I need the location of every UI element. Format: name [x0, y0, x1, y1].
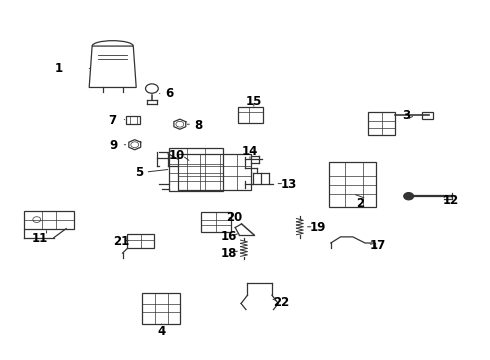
Text: 20: 20: [226, 211, 243, 224]
Bar: [126, 116, 140, 124]
Text: 19: 19: [309, 221, 326, 234]
Text: 4: 4: [158, 325, 166, 338]
Bar: [24, 211, 74, 229]
Text: 13: 13: [281, 178, 297, 191]
Bar: [142, 293, 180, 324]
Bar: [329, 162, 376, 207]
Text: 2: 2: [356, 197, 364, 210]
Text: 17: 17: [370, 239, 387, 252]
Text: 3: 3: [403, 109, 411, 122]
Bar: [178, 154, 251, 190]
Text: 11: 11: [32, 232, 49, 245]
Text: 6: 6: [165, 87, 173, 100]
Text: 15: 15: [245, 95, 262, 108]
Text: 9: 9: [110, 139, 118, 152]
Bar: [368, 112, 395, 135]
Text: 18: 18: [221, 247, 238, 260]
Text: 12: 12: [442, 194, 459, 207]
Text: 7: 7: [109, 114, 117, 127]
Text: 16: 16: [221, 230, 238, 243]
Text: 5: 5: [136, 166, 144, 179]
Text: 22: 22: [273, 296, 290, 309]
Bar: [169, 148, 223, 191]
Bar: [238, 107, 263, 123]
Text: 1: 1: [55, 62, 63, 75]
Circle shape: [404, 193, 414, 200]
Text: 8: 8: [195, 119, 202, 132]
Text: 14: 14: [242, 145, 258, 158]
Bar: [201, 212, 231, 232]
Text: 10: 10: [168, 149, 185, 162]
Text: 21: 21: [113, 235, 130, 248]
Bar: [127, 234, 154, 248]
Bar: [422, 112, 433, 119]
